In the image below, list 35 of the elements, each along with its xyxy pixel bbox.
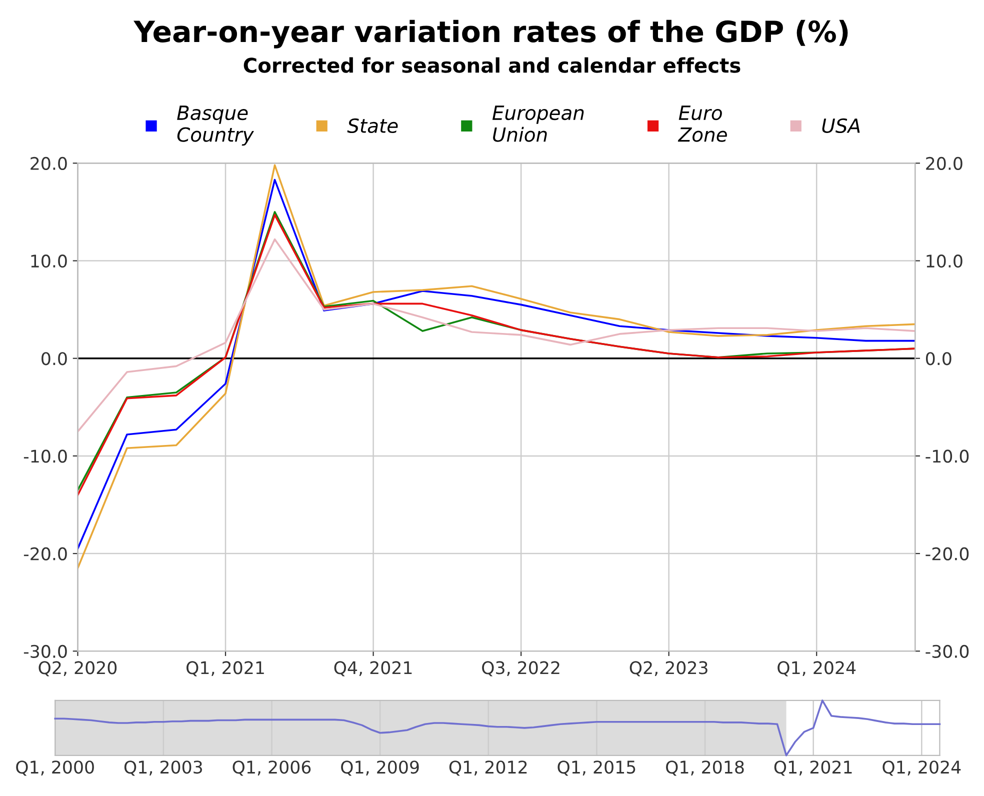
x-tick-label: Q1, 2012: [449, 760, 527, 776]
x-tick-label: Q1, 2021: [186, 661, 264, 676]
x-tick-label: Q1, 2000: [16, 760, 94, 776]
x-tick-label: Q1, 2018: [666, 760, 744, 776]
line-series: [78, 238, 916, 432]
x-tick-label: Q1, 2015: [558, 760, 636, 776]
legend-label: State: [347, 118, 398, 134]
y-tick-label: -20.0: [24, 547, 67, 560]
y-tick-label: -30.0: [24, 644, 67, 658]
x-tick-label: Q1, 2009: [341, 760, 419, 776]
y-tick-label: 10.0: [31, 254, 67, 268]
y-tick-label: -10.0: [24, 450, 67, 463]
x-tick-label: Q1, 2006: [232, 760, 311, 776]
y2-tick-label: -20.0: [926, 547, 969, 560]
chart-subtitle: Corrected for seasonal and calendar effects: [244, 57, 740, 73]
y2-tick-label: 20.0: [926, 156, 962, 170]
y-tick-label: 20.0: [30, 156, 67, 170]
x-tick-label: Q2, 2023: [630, 661, 708, 676]
legend-label: European Union: [492, 106, 584, 142]
y2-tick-label: 10.0: [926, 254, 962, 268]
y2-tick-label: -10.0: [926, 450, 969, 463]
chart-title: Year-on-year variation rates of the GDP (%): [134, 20, 848, 48]
x-tick-label: Q3, 2022: [482, 661, 560, 676]
legend-label: Basque Country: [177, 106, 254, 146]
y-tick-label: 0.0: [42, 352, 67, 366]
x-tick-label: Q1, 2024: [882, 760, 961, 776]
y2-tick-label: -30.0: [926, 644, 969, 658]
y2-tick-label: 0.0: [926, 352, 952, 366]
legend-label: Euro Zone: [678, 106, 727, 142]
x-tick-label: Q4, 2021: [334, 661, 412, 676]
x-tick-label: Q1, 2024: [778, 661, 856, 676]
legend-label: USA: [822, 118, 860, 134]
x-tick-label: Q2, 2020: [38, 661, 117, 676]
x-tick-label: Q1, 2021: [774, 760, 852, 776]
x-tick-label: Q1, 2003: [124, 760, 202, 776]
